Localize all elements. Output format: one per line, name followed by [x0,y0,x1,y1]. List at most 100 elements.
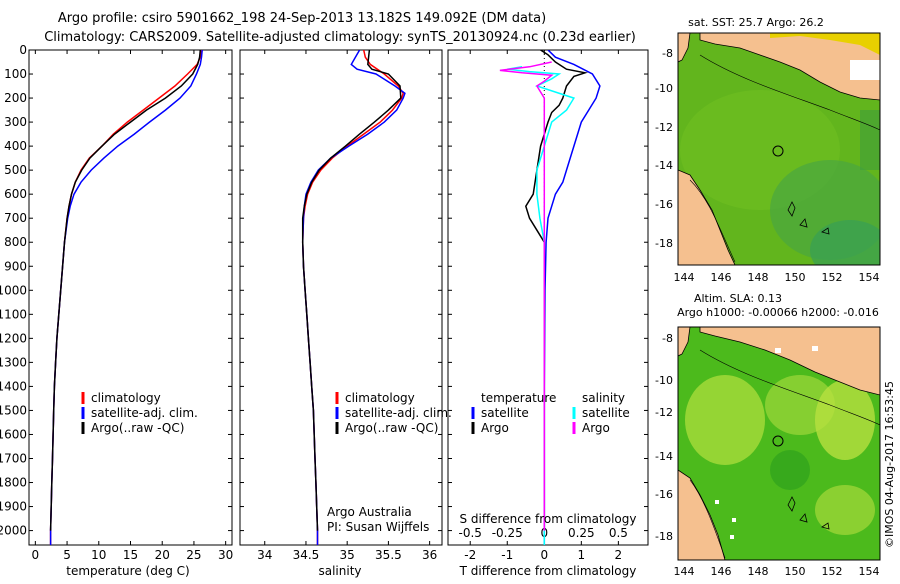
x-tick-label: 36 [422,548,437,562]
annotation-argo-australia: Argo Australia [327,505,412,519]
land-png [699,33,880,101]
s-diff-tick-label: 0.5 [609,526,628,540]
x-tick-label: 35 [340,548,355,562]
series-group [49,50,203,545]
x-tick-label: 34 [257,548,272,562]
legend-group-temperature: temperature [481,391,556,405]
map-sst-ytick: -8 [662,47,673,60]
legend-label-argo: Argo(..raw -QC) [91,421,184,435]
reef-islands [787,496,830,530]
land-cape-york [678,33,691,63]
x-tick-label: 35.5 [375,548,402,562]
depth-tick-label: 200 [4,91,27,105]
map-sst-xtick: 154 [859,271,880,284]
depth-tick-label: 1900 [0,500,27,514]
no-data-patch [715,500,719,504]
reef-islands [787,201,830,235]
map-sla-title-2: Argo h1000: -0.00066 h2000: -0.016 [677,306,879,319]
map-sst-xtick: 144 [674,271,695,284]
temperature-chart: 0 5 10 15 20 25 30 [29,49,233,562]
depth-tick-label: 1200 [0,331,27,345]
depth-axis: 0 100 200 300 400 500 600 700 800 900 1000 1100 1200… [0,43,27,538]
annotation-pi: PI: Susan Wijffels [327,520,429,534]
credit-stamp: ©IMOS 04-Aug-2017 16:53:45 [883,381,896,548]
legend-label-t-satellite: satellite [481,406,529,420]
x-tick-label: 25 [186,548,201,562]
series-line-climatology [49,50,203,545]
depth-tick-label: 0 [19,43,27,57]
map-sla-xtick: 144 [674,565,695,578]
x-tick-label: 34.5 [293,548,320,562]
legend-label-satellite: satellite-adj. clim. [91,406,198,420]
map-sla-ytick: -12 [655,406,673,419]
argo-location-marker [772,145,784,157]
map-sla-ytick: -8 [662,332,673,345]
temperature-xlabel: temperature (deg C) [66,564,189,578]
series-line-argo-raw-qc- [301,50,402,531]
temperature-legend: climatology satellite-adj. clim. Argo(..… [81,391,198,435]
bathymetry-contour [699,349,880,426]
no-data-patch [850,60,880,80]
map-sla-xtick: 146 [711,565,732,578]
map-sst-ytick: -16 [655,198,673,211]
map-sla-xticks: 144 146 148 150 152 154 [674,565,880,578]
x-tick-label: 15 [123,548,138,562]
argo-location-marker [772,435,784,447]
depth-tick-label: 1500 [0,403,27,417]
legend-label-climatology: climatology [91,391,161,405]
map-sst-xtick: 150 [785,271,806,284]
x-tick-label: 10 [91,548,106,562]
legend-label-t-argo: Argo [481,421,509,435]
series-line-s-argo [499,61,554,531]
depth-tick-label: 600 [4,187,27,201]
map-sla [678,327,880,560]
sst-warm-patch [770,33,880,55]
map-sla-ytick: -18 [655,530,673,543]
legend-label-argo: Argo(..raw -QC) [345,421,438,435]
depth-tick-label: 100 [4,67,27,81]
land-cape-york [678,327,691,357]
depth-tick-label: 300 [4,115,27,129]
map-sst-ytick: -10 [655,82,673,95]
x-tick-label: 30 [218,548,233,562]
no-data-patch [775,348,781,353]
bathymetry-contour [699,54,880,131]
sla-patch [815,485,875,535]
series-line-t-argo [524,50,588,531]
difference-xlabel-top: S difference from climatology [460,512,637,526]
depth-tick-label: 1700 [0,451,27,465]
depth-tick-label: 1400 [0,379,27,393]
salinity-chart: 34 34.5 35 35.5 36 [240,49,442,562]
depth-tick-label: 2000 [0,524,27,538]
x-tick-label: -1 [501,548,513,562]
sla-patch [770,450,810,490]
map-sla-ytick: -10 [655,374,673,387]
legend-group-salinity: salinity [582,391,625,405]
map-sst-xtick: 152 [822,271,843,284]
difference-legend: temperature salinity satellite Argo sate… [471,391,630,435]
sla-patch [685,375,765,465]
map-sst-xticks: 144 146 148 150 152 154 [674,271,880,284]
depth-tick-label: 1600 [0,427,27,441]
map-sla-frame [677,326,881,561]
series-line-t-satellite [543,50,601,545]
x-tick-label: 0 [32,548,40,562]
map-sst-ytick: -18 [655,237,673,250]
s-diff-tick-label: -0.5 [459,526,482,540]
s-diff-tick-label: 0.25 [568,526,595,540]
legend-label-s-argo: Argo [582,421,610,435]
depth-tick-label: 1300 [0,355,27,369]
x-tick-label: 20 [155,548,170,562]
map-sst-ytick: -14 [655,159,673,172]
no-data-patch [732,518,736,522]
map-sla-xtick: 150 [785,565,806,578]
sla-patch [815,380,875,460]
series-line-argo-raw-qc- [49,50,202,531]
map-sst-title: sat. SST: 25.7 Argo: 26.2 [688,16,824,29]
map-sla-xtick: 148 [748,565,769,578]
legend-label-satellite: satellite-adj. clim. [345,406,452,420]
depth-tick-label: 1100 [0,307,27,321]
depth-tick-label: 1000 [0,283,27,297]
x-tick-label: 0 [540,548,548,562]
x-tick-label: 1 [578,548,586,562]
